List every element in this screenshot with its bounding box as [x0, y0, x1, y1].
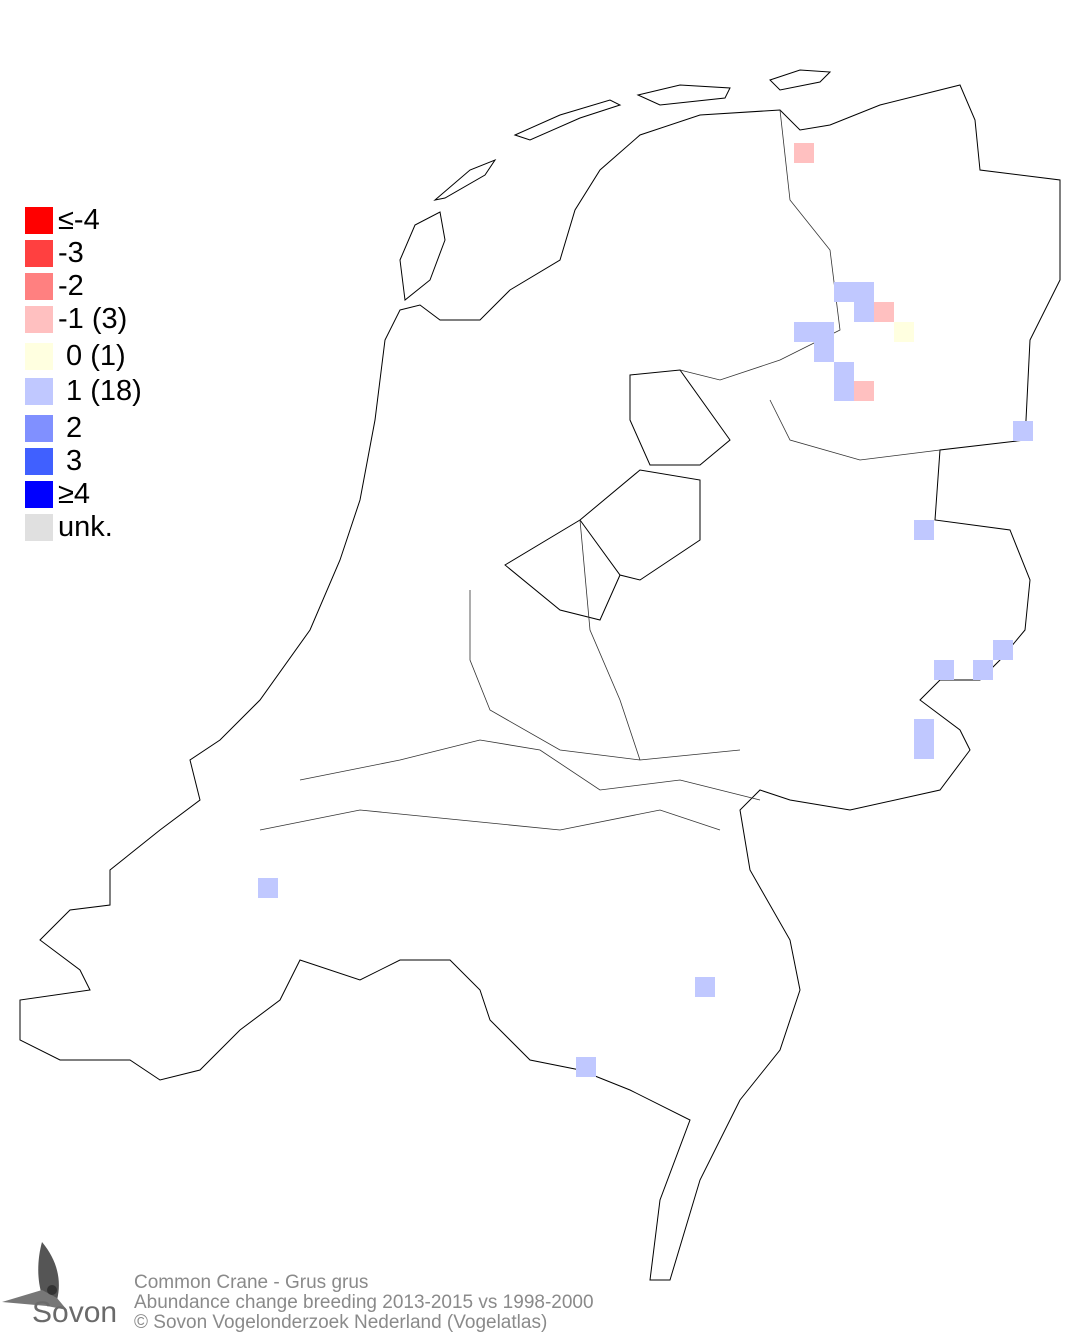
- legend-item: 2: [25, 413, 82, 443]
- grid-cell: [914, 719, 934, 739]
- legend-label: 0 (1): [58, 340, 126, 372]
- legend-swatch: [25, 513, 53, 541]
- legend-swatch: [25, 414, 53, 442]
- grid-cell: [834, 362, 854, 382]
- grid-cell: [834, 381, 854, 401]
- legend-label: ≤-4: [58, 204, 100, 236]
- legend-item: 3: [25, 446, 82, 476]
- grid-cell: [934, 660, 954, 680]
- legend-swatch: [25, 272, 53, 300]
- legend-label: -2: [58, 270, 84, 302]
- legend-item: 0 (1): [25, 341, 126, 371]
- legend-swatch: [25, 305, 53, 333]
- legend-swatch: [25, 480, 53, 508]
- grid-cell: [794, 322, 814, 342]
- island-ameland: [636, 84, 731, 106]
- swallow-icon: [2, 1242, 67, 1310]
- province-borders: [259, 109, 941, 831]
- legend-label: unk.: [58, 511, 113, 543]
- grid-cell: [894, 322, 914, 342]
- grid-cell: [854, 381, 874, 401]
- sovon-logo-text: Sovon: [32, 1296, 118, 1329]
- island-schiermonnikoog: [769, 69, 832, 91]
- grid-cell: [854, 302, 874, 322]
- mainland-outline: [19, 84, 1061, 1281]
- species-title: Common Crane - Grus grus: [134, 1272, 369, 1293]
- legend-item: -2: [25, 271, 84, 301]
- flevoland-outline: [504, 369, 731, 621]
- legend-item: ≤-4: [25, 205, 100, 235]
- grid-cell: [874, 302, 894, 322]
- legend-swatch: [25, 206, 53, 234]
- legend-item: 1 (18): [25, 376, 142, 406]
- map-subtitle: Abundance change breeding 2013-2015 vs 1…: [134, 1292, 594, 1313]
- grid-cell: [794, 143, 814, 163]
- map-caption: Common Crane - Grus grus Abundance chang…: [134, 1273, 594, 1333]
- grid-cell: [1013, 421, 1033, 441]
- legend-swatch: [25, 342, 53, 370]
- grid-cell: [973, 660, 993, 680]
- legend-label: 2: [58, 412, 83, 444]
- legend-item: unk.: [25, 512, 113, 542]
- legend-swatch: [25, 447, 53, 475]
- legend-label: -1 (3): [58, 303, 128, 335]
- legend-item: -1 (3): [25, 304, 127, 334]
- legend-label: ≥4: [58, 478, 91, 510]
- legend-item: ≥4: [25, 479, 90, 509]
- legend-item: -3: [25, 238, 84, 268]
- grid-cell: [854, 282, 874, 302]
- grid-cell: [258, 878, 278, 898]
- grid-cell: [814, 342, 834, 362]
- legend-label: 1 (18): [58, 375, 142, 407]
- grid-cell: [914, 739, 934, 759]
- legend-swatch: [25, 239, 53, 267]
- grid-cell: [914, 520, 934, 540]
- copyright: © Sovon Vogelonderzoek Nederland (Vogela…: [134, 1312, 548, 1333]
- island-terschelling: [513, 99, 622, 141]
- grid-cell: [695, 977, 715, 997]
- legend-label: 3: [58, 445, 83, 477]
- legend-label: -3: [58, 237, 84, 269]
- grid-cell: [576, 1057, 596, 1077]
- island-vlieland: [433, 158, 497, 201]
- grid-cell: [814, 322, 834, 342]
- island-texel: [399, 211, 446, 301]
- grid-cell: [993, 640, 1013, 660]
- legend-swatch: [25, 377, 53, 405]
- grid-cell: [834, 282, 854, 302]
